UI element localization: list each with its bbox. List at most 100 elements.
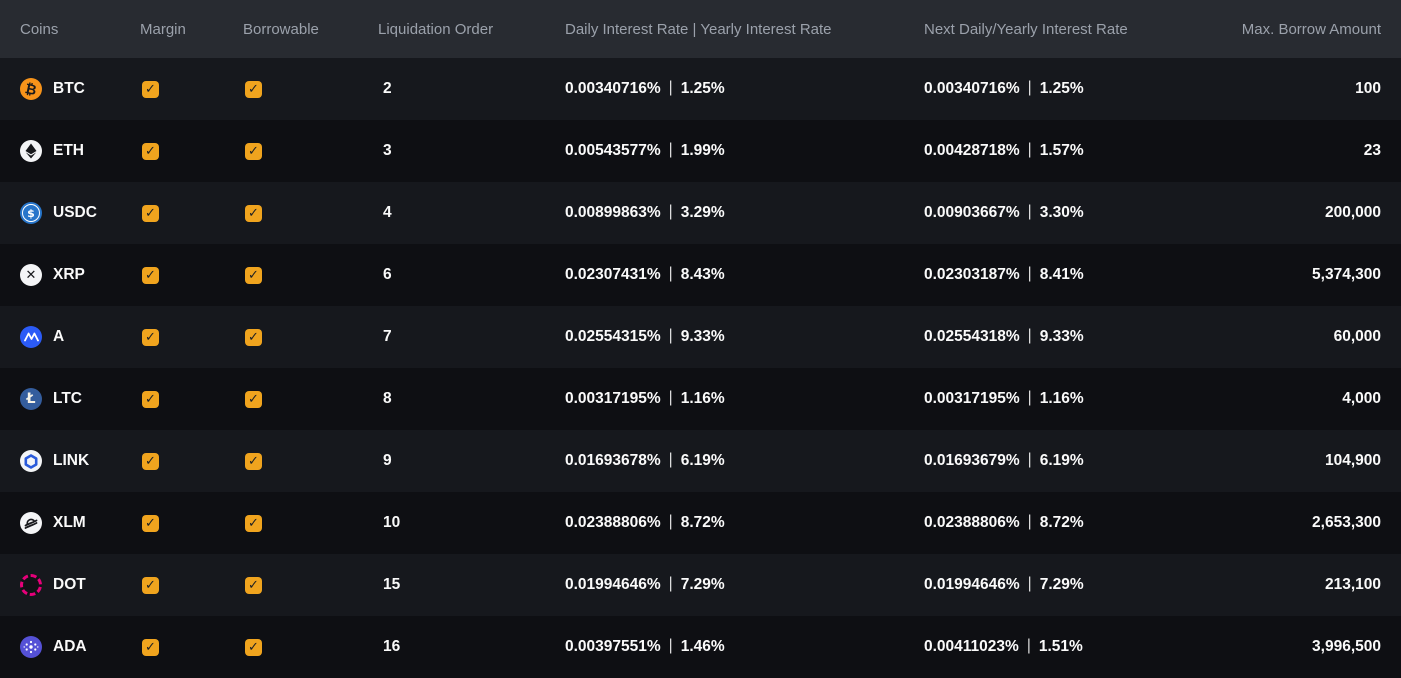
- coin-label: XLM: [53, 514, 86, 531]
- coin-cell: ₿ BTC: [20, 78, 140, 100]
- next-yearly-rate: 8.41%: [1039, 266, 1084, 283]
- check-icon: ✓: [145, 453, 156, 469]
- interest-rate-cell: 0.02554315% | 9.33%: [565, 327, 924, 346]
- next-daily-rate: 0.02388806%: [924, 514, 1020, 531]
- borrowable-checkbox[interactable]: ✓: [245, 390, 262, 408]
- xlm-coin-icon: [20, 512, 42, 534]
- yearly-rate: 7.29%: [680, 576, 725, 593]
- column-header-max-borrow: Max. Borrow Amount: [1241, 20, 1381, 38]
- liquidation-order-value: 9: [383, 452, 392, 469]
- borrowable-checkbox[interactable]: ✓: [245, 576, 262, 594]
- borrowable-checkbox[interactable]: ✓: [245, 142, 262, 160]
- table-row: A ✓ ✓ 7 0.02554315% | 9.33% 0.02554318% | 9.…: [0, 306, 1401, 368]
- borrowable-checkbox[interactable]: ✓: [245, 514, 262, 532]
- check-icon: ✓: [145, 143, 156, 159]
- margin-checkbox[interactable]: ✓: [142, 638, 159, 656]
- check-icon: ✓: [145, 81, 156, 97]
- rate-divider: |: [668, 389, 673, 406]
- interest-rate-cell: 0.00899863% | 3.29%: [565, 203, 924, 222]
- usdc-coin-icon: $: [20, 202, 42, 224]
- next-interest-rate-cell: 0.00428718% | 1.57%: [924, 141, 1221, 160]
- liquidation-order-value: 10: [383, 514, 401, 531]
- interest-rate-cell: 0.01693678% | 6.19%: [565, 451, 924, 470]
- margin-checkbox[interactable]: ✓: [142, 576, 159, 594]
- rate-divider: |: [1027, 265, 1032, 282]
- interest-rate-cell: 0.00397551% | 1.46%: [565, 637, 924, 656]
- max-borrow-value: 5,374,300: [1312, 266, 1381, 283]
- column-header-next-rate: Next Daily/Yearly Interest Rate: [924, 20, 1128, 38]
- column-header-liquidation-order: Liquidation Order: [378, 20, 494, 38]
- max-borrow-value: 100: [1355, 80, 1381, 97]
- check-icon: ✓: [145, 515, 156, 531]
- check-icon: ✓: [248, 81, 259, 97]
- check-icon: ✓: [145, 577, 156, 593]
- borrowable-checkbox[interactable]: ✓: [245, 328, 262, 346]
- margin-checkbox[interactable]: ✓: [142, 80, 159, 98]
- rate-divider: |: [668, 637, 673, 654]
- margin-checkbox[interactable]: ✓: [142, 390, 159, 408]
- coin-cell: $ USDC: [20, 202, 140, 224]
- ltc-coin-icon: Ł: [20, 388, 42, 410]
- coin-cell: ✕ XRP: [20, 264, 140, 286]
- margin-checkbox[interactable]: ✓: [142, 266, 159, 284]
- coin-label: A: [53, 328, 65, 345]
- coin-label: LTC: [53, 390, 82, 407]
- daily-rate: 0.00397551%: [565, 638, 661, 655]
- max-borrow-value: 104,900: [1324, 452, 1381, 469]
- next-interest-rate-cell: 0.00411023% | 1.51%: [924, 637, 1221, 656]
- coin-cell: Ł LTC: [20, 388, 140, 410]
- margin-checkbox[interactable]: ✓: [142, 204, 159, 222]
- yearly-rate: 1.25%: [680, 80, 725, 97]
- coin-cell: DOT: [20, 574, 140, 596]
- interest-rate-cell: 0.00340716% | 1.25%: [565, 79, 924, 98]
- borrowable-checkbox[interactable]: ✓: [245, 638, 262, 656]
- table-row: DOT ✓ ✓ 15 0.01994646% | 7.29% 0.01994646%…: [0, 554, 1401, 616]
- interest-rate-cell: 0.01994646% | 7.29%: [565, 575, 924, 594]
- coin-cell: ADA: [20, 636, 140, 658]
- daily-rate: 0.00899863%: [565, 204, 661, 221]
- next-yearly-rate: 7.29%: [1039, 576, 1084, 593]
- borrowable-checkbox[interactable]: ✓: [245, 80, 262, 98]
- margin-checkbox[interactable]: ✓: [142, 514, 159, 532]
- borrowable-checkbox[interactable]: ✓: [245, 452, 262, 470]
- borrowable-checkbox[interactable]: ✓: [245, 204, 262, 222]
- max-borrow-value: 2,653,300: [1312, 514, 1381, 531]
- check-icon: ✓: [248, 205, 259, 221]
- xrp-coin-icon: ✕: [20, 264, 42, 286]
- margin-checkbox[interactable]: ✓: [142, 328, 159, 346]
- daily-rate: 0.01994646%: [565, 576, 661, 593]
- margin-checkbox[interactable]: ✓: [142, 142, 159, 160]
- next-daily-rate: 0.02303187%: [924, 266, 1020, 283]
- coin-label: DOT: [53, 576, 86, 593]
- rate-divider: |: [1027, 203, 1032, 220]
- check-icon: ✓: [248, 639, 259, 655]
- coin-label: USDC: [53, 204, 97, 221]
- next-yearly-rate: 1.16%: [1039, 390, 1084, 407]
- rate-divider: |: [1027, 327, 1032, 344]
- liquidation-order-value: 4: [383, 204, 392, 221]
- rate-divider: |: [668, 575, 673, 592]
- margin-checkbox[interactable]: ✓: [142, 452, 159, 470]
- ada-coin-icon: [20, 636, 42, 658]
- coin-label: ETH: [53, 142, 84, 159]
- daily-rate: 0.01693678%: [565, 452, 661, 469]
- check-icon: ✓: [145, 205, 156, 221]
- next-interest-rate-cell: 0.00317195% | 1.16%: [924, 389, 1221, 408]
- liquidation-order-value: 6: [383, 266, 392, 283]
- next-daily-rate: 0.00340716%: [924, 80, 1020, 97]
- interest-rate-cell: 0.00543577% | 1.99%: [565, 141, 924, 160]
- dot-coin-icon: [20, 574, 42, 596]
- next-daily-rate: 0.00411023%: [924, 638, 1019, 655]
- check-icon: ✓: [248, 329, 259, 345]
- table-header: Coins Margin Borrowable Liquidation Orde…: [0, 0, 1401, 58]
- max-borrow-value: 60,000: [1333, 328, 1381, 345]
- borrowable-checkbox[interactable]: ✓: [245, 266, 262, 284]
- check-icon: ✓: [248, 515, 259, 531]
- coin-label: XRP: [53, 266, 85, 283]
- next-daily-rate: 0.00428718%: [924, 142, 1020, 159]
- next-interest-rate-cell: 0.01994646% | 7.29%: [924, 575, 1221, 594]
- next-interest-rate-cell: 0.02554318% | 9.33%: [924, 327, 1221, 346]
- table-row: ₿ BTC ✓ ✓ 2 0.00340716% | 1.25% 0.00340716…: [0, 58, 1401, 120]
- max-borrow-value: 213,100: [1324, 576, 1381, 593]
